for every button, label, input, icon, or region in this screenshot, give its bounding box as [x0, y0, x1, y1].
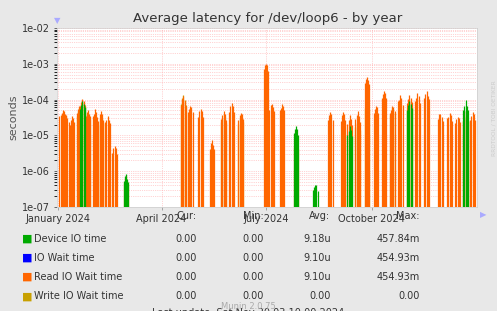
Text: 454.93m: 454.93m	[377, 253, 420, 263]
Text: RRDTOOL / TOBI OETIKER: RRDTOOL / TOBI OETIKER	[491, 80, 496, 156]
Text: 0.00: 0.00	[175, 253, 196, 263]
Text: ■: ■	[22, 234, 33, 244]
Text: Write IO Wait time: Write IO Wait time	[34, 291, 123, 301]
Text: Min:: Min:	[243, 211, 263, 221]
Text: 9.18u: 9.18u	[303, 234, 331, 244]
Text: 0.00: 0.00	[242, 253, 263, 263]
Text: Last update: Sat Nov 30 03:10:00 2024: Last update: Sat Nov 30 03:10:00 2024	[153, 308, 344, 311]
Text: 454.93m: 454.93m	[377, 272, 420, 282]
Text: Max:: Max:	[397, 211, 420, 221]
Text: 0.00: 0.00	[175, 234, 196, 244]
Text: Read IO Wait time: Read IO Wait time	[34, 272, 122, 282]
Text: ▼: ▼	[54, 16, 61, 25]
Text: 0.00: 0.00	[242, 291, 263, 301]
Text: 457.84m: 457.84m	[377, 234, 420, 244]
Text: Cur:: Cur:	[176, 211, 196, 221]
Text: 9.10u: 9.10u	[303, 272, 331, 282]
Text: 0.00: 0.00	[242, 234, 263, 244]
Text: 9.10u: 9.10u	[303, 253, 331, 263]
Y-axis label: seconds: seconds	[9, 95, 19, 140]
Text: 0.00: 0.00	[399, 291, 420, 301]
Text: 0.00: 0.00	[309, 291, 331, 301]
Text: 0.00: 0.00	[242, 272, 263, 282]
Text: 0.00: 0.00	[175, 291, 196, 301]
Text: 0.00: 0.00	[175, 272, 196, 282]
Text: Avg:: Avg:	[309, 211, 331, 221]
Text: IO Wait time: IO Wait time	[34, 253, 94, 263]
Text: ■: ■	[22, 291, 33, 301]
Text: ▶: ▶	[480, 210, 487, 219]
Text: ■: ■	[22, 272, 33, 282]
Text: Munin 2.0.75: Munin 2.0.75	[221, 301, 276, 310]
Text: Device IO time: Device IO time	[34, 234, 106, 244]
Title: Average latency for /dev/loop6 - by year: Average latency for /dev/loop6 - by year	[133, 12, 402, 26]
Text: ■: ■	[22, 253, 33, 263]
